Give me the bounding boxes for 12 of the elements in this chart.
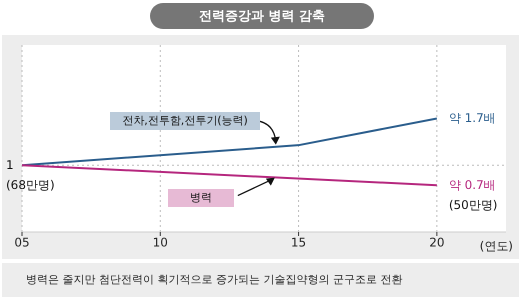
x-tick-label: 05 [14, 236, 30, 250]
chart-title: 전력증강과 병력 감축 [150, 3, 374, 29]
annotation: (68만명) [6, 177, 55, 194]
annotation: (50만명) [448, 197, 498, 214]
text: 병력은 줄지만 첨단전력이 획기적으로 증가되는 기술집약형의 군구조로 전환 [2, 263, 519, 297]
x-tick-label: 15 [290, 236, 306, 250]
data-label: 약 1.7배 [448, 110, 496, 126]
data-label: 1 [6, 157, 14, 174]
x-tick-label: 10 [152, 236, 168, 250]
x-tick-label: 20 [429, 236, 444, 250]
x-axis-title: (연도) [480, 238, 513, 255]
data-label: 약 0.7배 [448, 177, 496, 194]
